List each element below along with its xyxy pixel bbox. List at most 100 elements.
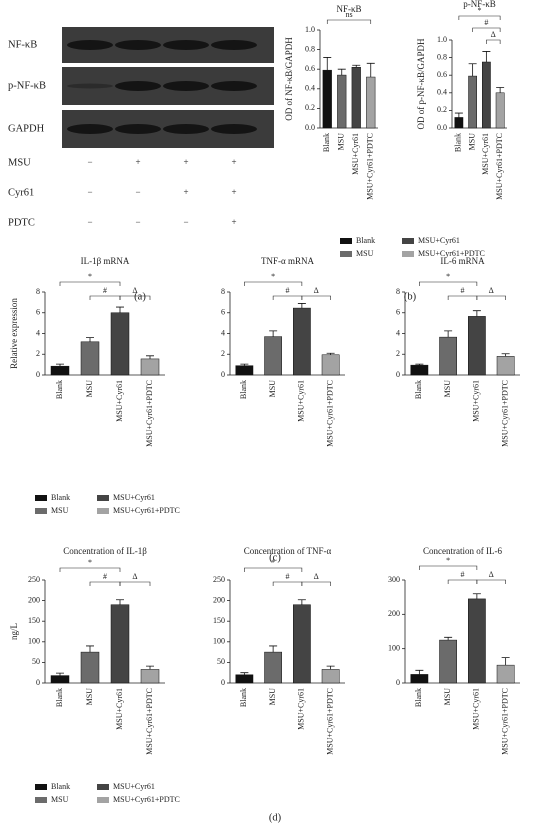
y-axis-label: OD of p-NF-κB/GAPDH [416, 38, 426, 130]
x-tick-label: Blank [55, 380, 64, 399]
y-tick-label: 0 [36, 678, 40, 687]
chart-title: TNF-α mRNA [261, 256, 314, 266]
x-tick-label: MSU+Cyr61+PDTC [366, 133, 375, 200]
y-tick-label: 0.8 [305, 44, 315, 53]
legend-label: MSU+Cyr61+PDTC [113, 795, 180, 804]
y-tick-label: 0 [396, 678, 400, 687]
legend-label: MSU+Cyr61 [418, 236, 460, 245]
bar [264, 336, 282, 376]
x-tick-label: MSU [85, 688, 94, 706]
significance-label: * [271, 272, 275, 281]
blot-band [67, 83, 113, 89]
legend-swatch [402, 251, 414, 257]
x-tick-label: MSU+Cyr61 [297, 688, 306, 730]
error-bar [269, 330, 278, 337]
x-tick-label: MSU+Cyr61+PDTC [325, 380, 334, 447]
chart-title: IL-6 mRNA [440, 256, 485, 266]
error-bar [297, 303, 306, 309]
bar [235, 365, 254, 376]
bar [496, 356, 515, 376]
significance-bracket [89, 295, 121, 300]
bar [321, 669, 340, 684]
significance-bracket [59, 567, 121, 572]
y-tick-label: 6 [396, 308, 400, 317]
significance-label: Δ [132, 572, 137, 581]
significance-bracket [419, 565, 478, 570]
y-tick-label: 250 [213, 575, 225, 584]
x-tick-label: Blank [322, 133, 331, 152]
bar [293, 604, 311, 684]
y-tick-label: 1.0 [437, 35, 447, 44]
y-tick-label: 1.0 [305, 25, 315, 34]
significance-label: * [271, 558, 275, 567]
bar [410, 364, 429, 376]
bar [439, 336, 457, 376]
blot-band [211, 124, 257, 134]
error-bar [86, 337, 94, 342]
error-bar [444, 330, 453, 338]
y-axis-label: Relative expression [9, 298, 19, 369]
legend-label: MSU+Cyr61 [113, 782, 155, 791]
chart-title: p-NF-κB [463, 0, 496, 9]
significance-label: # [484, 18, 488, 27]
significance-bracket [272, 581, 303, 586]
error-bar [56, 672, 64, 676]
blot-band [115, 40, 161, 50]
error-bar [415, 363, 424, 366]
x-tick-label: Blank [239, 380, 248, 399]
y-tick-label: 0.4 [437, 88, 447, 97]
panel-label: (b) [404, 291, 417, 302]
error-bar [352, 64, 361, 68]
x-tick-label: Blank [454, 133, 463, 152]
x-tick-label: MSU [443, 380, 452, 398]
error-bar [337, 68, 346, 76]
condition-sign: + [231, 217, 236, 227]
legend-swatch [340, 251, 352, 257]
significance-bracket [419, 281, 478, 286]
significance-label: # [103, 286, 107, 295]
bar [410, 674, 429, 684]
error-bar [454, 112, 463, 118]
significance-bracket [272, 295, 303, 300]
x-tick-label: MSU+Cyr61+PDTC [145, 688, 154, 755]
blot-band [211, 81, 257, 91]
legend-label: MSU+Cyr61+PDTC [418, 249, 485, 258]
y-tick-label: 50 [32, 657, 40, 666]
significance-bracket [326, 19, 372, 24]
condition-sign: − [135, 187, 140, 197]
significance-label: # [461, 570, 465, 579]
y-tick-label: 8 [396, 287, 400, 296]
legend-swatch [402, 238, 414, 244]
legend-label: Blank [356, 236, 375, 245]
significance-bracket [119, 581, 151, 586]
bar [80, 341, 100, 376]
error-bar [444, 636, 453, 641]
y-tick-label: 6 [36, 308, 40, 317]
blot-band [115, 124, 161, 134]
y-tick-label: 200 [213, 595, 225, 604]
error-bar [146, 665, 154, 670]
chart-title: Concentration of TNF-α [244, 546, 332, 556]
bar [235, 674, 254, 684]
error-bar [323, 57, 332, 71]
x-tick-label: MSU+Cyr61 [481, 133, 490, 175]
blot-band [211, 40, 257, 50]
y-tick-label: 0 [221, 678, 225, 687]
y-tick-label: 50 [217, 657, 225, 666]
y-tick-label: 0 [396, 370, 400, 379]
y-tick-label: 0 [36, 370, 40, 379]
significance-bracket [486, 39, 501, 44]
legend-label: Blank [51, 493, 70, 502]
x-tick-label: Blank [239, 688, 248, 707]
significance-bracket [244, 281, 303, 286]
bar [140, 669, 160, 684]
y-tick-label: 0.0 [437, 123, 447, 132]
x-tick-label: MSU+Cyr61 [115, 380, 124, 422]
condition-sign: − [87, 217, 92, 227]
chart-title: Concentration of IL-1β [63, 546, 147, 556]
y-tick-label: 6 [221, 308, 225, 317]
panel-label: (c) [269, 552, 281, 563]
bar [321, 354, 340, 376]
blot-band [163, 40, 209, 50]
significance-label: # [461, 286, 465, 295]
